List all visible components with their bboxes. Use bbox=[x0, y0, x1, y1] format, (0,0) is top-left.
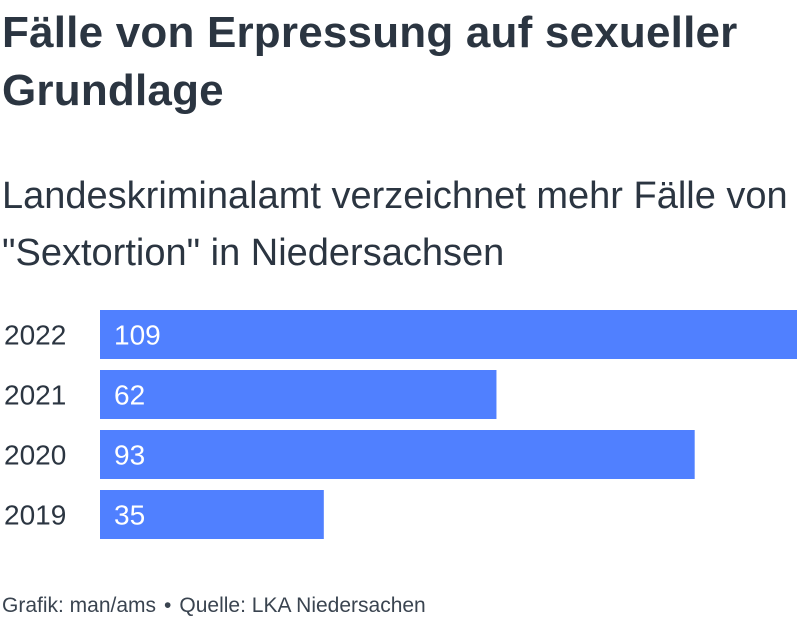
bar bbox=[100, 430, 695, 479]
bar bbox=[100, 370, 497, 419]
chart-footer: Grafik: man/ams • Quelle: LKA Niedersachen bbox=[2, 592, 426, 620]
category-label: 2020 bbox=[4, 440, 66, 471]
bar-value-label: 62 bbox=[114, 380, 145, 411]
footer-separator: • bbox=[164, 594, 172, 617]
chart-subtitle: Landeskriminalamt verzeichnet mehr Fälle… bbox=[2, 175, 788, 274]
category-label: 2019 bbox=[4, 500, 66, 531]
footer-credit: Grafik: man/ams bbox=[2, 594, 157, 617]
bar bbox=[100, 490, 324, 539]
chart-title: Fälle von Erpressung auf sexueller Grund… bbox=[2, 8, 738, 115]
bar-value-label: 35 bbox=[114, 500, 145, 531]
bar-chart: 2022 109 2021 62 2020 93 2019 35 bbox=[4, 310, 797, 539]
category-label: 2022 bbox=[4, 320, 66, 351]
category-label: 2021 bbox=[4, 380, 66, 411]
bar-value-label: 109 bbox=[114, 320, 161, 351]
footer-source: Quelle: LKA Niedersachen bbox=[179, 594, 426, 617]
bar-value-label: 93 bbox=[114, 440, 145, 471]
bar bbox=[100, 310, 797, 359]
